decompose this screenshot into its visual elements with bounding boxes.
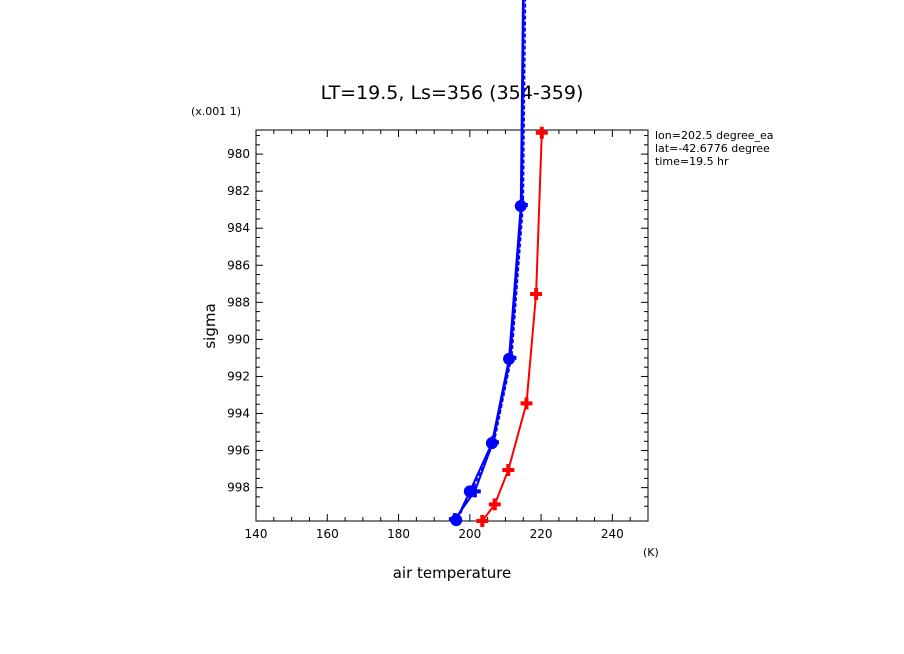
annotation-lat: lat=-42.6776 degree <box>655 142 770 155</box>
y-tick-label: 982 <box>227 184 250 198</box>
annotation-lon: lon=202.5 degree_ea <box>655 129 774 142</box>
data-point-plus <box>520 397 533 410</box>
data-point-plus <box>486 436 499 449</box>
data-point-plus <box>448 513 461 526</box>
y-tick-label: 980 <box>227 147 250 161</box>
x-tick-label: 200 <box>458 527 481 541</box>
data-point-plus <box>488 498 501 511</box>
y-axis-title: sigma <box>201 303 219 348</box>
data-markers <box>448 126 548 527</box>
y-tick-label: 984 <box>227 221 250 235</box>
x-tick-label: 180 <box>387 527 410 541</box>
data-point-plus <box>530 287 543 300</box>
y-tick-label: 998 <box>227 481 250 495</box>
y-tick-label: 990 <box>227 332 250 346</box>
x-tick-label: 240 <box>601 527 624 541</box>
chart-title: LT=19.5, Ls=356 (354-359) <box>321 82 584 104</box>
data-point-plus <box>502 464 515 477</box>
y-tick-label: 988 <box>227 295 250 309</box>
series-line-0 <box>481 132 543 521</box>
data-point-plus <box>535 126 548 139</box>
data-point-plus <box>515 199 528 212</box>
data-point-plus <box>504 351 517 364</box>
x-tick-label: 140 <box>245 527 268 541</box>
y-tick-label: 986 <box>227 258 250 272</box>
x-tick-label: 160 <box>316 527 339 541</box>
y-unit-label: (x.001 1) <box>191 105 241 118</box>
y-tick-label: 996 <box>227 444 250 458</box>
plot-frame <box>255 129 649 522</box>
annotation-time: time=19.5 hr <box>655 155 729 168</box>
x-unit-label: (K) <box>643 546 659 559</box>
axis-ticks: 140 160 180 200 220 240 980 982 984 986 988 990 992 9… <box>227 130 649 541</box>
x-tick-label: 220 <box>530 527 553 541</box>
x-axis-title: air temperature <box>393 564 512 582</box>
y-tick-label: 994 <box>227 407 250 421</box>
y-tick-label: 992 <box>227 369 250 383</box>
data-point-plus <box>468 485 481 498</box>
data-point-plus <box>476 515 489 527</box>
